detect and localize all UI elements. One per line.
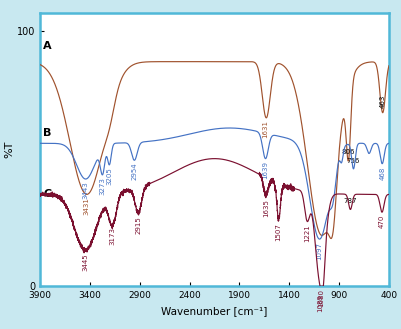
Text: 756: 756: [347, 158, 360, 164]
Text: 3173: 3173: [109, 227, 115, 245]
Text: 1631: 1631: [262, 120, 268, 139]
Text: 1080: 1080: [318, 289, 324, 307]
Text: 468: 468: [379, 166, 385, 180]
Text: 3431: 3431: [84, 197, 90, 215]
Text: A: A: [43, 41, 52, 51]
Text: 1097: 1097: [316, 241, 322, 260]
Text: 470: 470: [379, 215, 385, 228]
X-axis label: Wavenumber [cm⁻¹]: Wavenumber [cm⁻¹]: [161, 306, 268, 316]
Text: 1221: 1221: [304, 224, 310, 242]
Text: 1639: 1639: [263, 161, 269, 179]
Text: 3443: 3443: [83, 182, 89, 199]
Text: 2915: 2915: [135, 216, 141, 234]
Text: 787: 787: [344, 198, 357, 204]
Text: C: C: [43, 189, 51, 199]
Text: 1635: 1635: [263, 199, 269, 217]
Text: 806: 806: [342, 149, 355, 155]
Y-axis label: %T: %T: [4, 141, 14, 158]
Text: 463: 463: [380, 94, 386, 108]
Text: 3273: 3273: [99, 177, 105, 195]
Text: 3445: 3445: [83, 254, 89, 271]
Text: B: B: [43, 128, 51, 138]
Text: 1089: 1089: [317, 294, 323, 312]
Text: 3205: 3205: [106, 167, 112, 185]
Text: 2954: 2954: [132, 163, 138, 181]
Text: 1507: 1507: [275, 223, 282, 241]
